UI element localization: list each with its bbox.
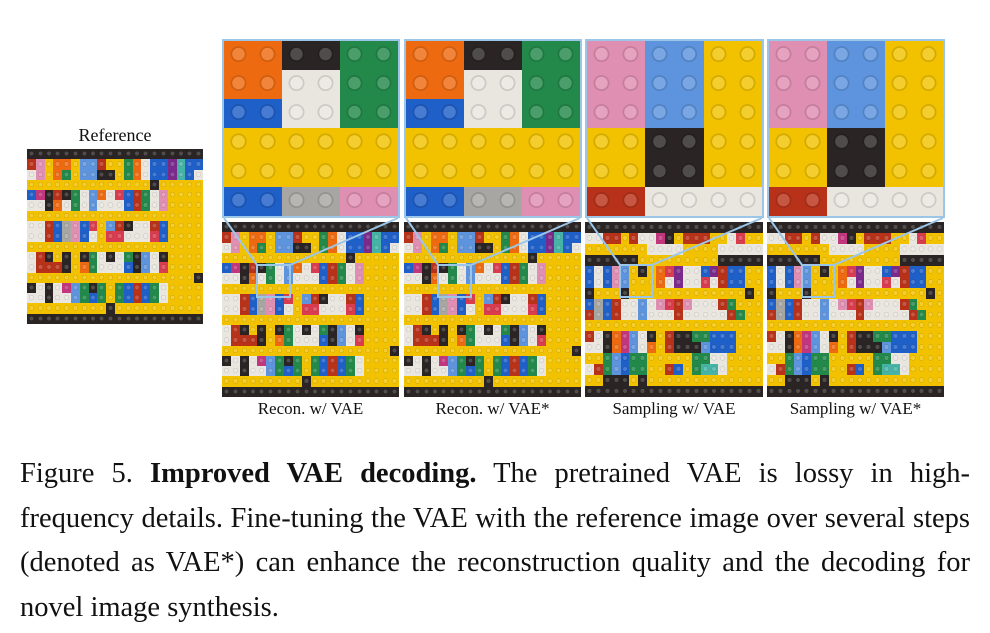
lego-mosaic (27, 149, 203, 324)
panel-label-sampling-vae-star: Sampling w/ VAE* (789, 399, 922, 418)
full-image-recon-vae-star (404, 222, 581, 397)
zoom-panel-recon-vae-star (404, 39, 582, 218)
zoom-panel-sampling-vae (585, 39, 764, 218)
full-image-sampling-vae-star (767, 222, 944, 397)
full-image-sampling-vae (585, 222, 763, 397)
reference-image (27, 149, 203, 324)
panel-label-recon-vae: Recon. w/ VAE (257, 399, 364, 418)
lego-mosaic (769, 41, 943, 216)
figure-caption: Figure 5. Improved VAE decoding. The pre… (20, 452, 970, 630)
lego-mosaic (587, 41, 762, 216)
lego-mosaic (585, 222, 763, 397)
lego-mosaic (767, 222, 944, 397)
lego-mosaic (222, 222, 399, 397)
caption-body: The pretrained VAE is lossy in high-freq… (20, 458, 970, 623)
panel-label-recon-vae-star: Recon. w/ VAE* (435, 399, 550, 418)
lego-mosaic (406, 41, 580, 216)
panel-label-sampling-vae: Sampling w/ VAE (612, 399, 736, 418)
lego-mosaic (404, 222, 581, 397)
lego-mosaic (224, 41, 398, 216)
zoom-panel-sampling-vae-star (767, 39, 945, 218)
reference-label: Reference (78, 125, 152, 145)
zoom-panel-recon-vae (222, 39, 400, 218)
caption-prefix: Figure 5. (20, 458, 151, 489)
full-image-recon-vae (222, 222, 399, 397)
caption-title: Improved VAE decoding. (150, 458, 477, 489)
